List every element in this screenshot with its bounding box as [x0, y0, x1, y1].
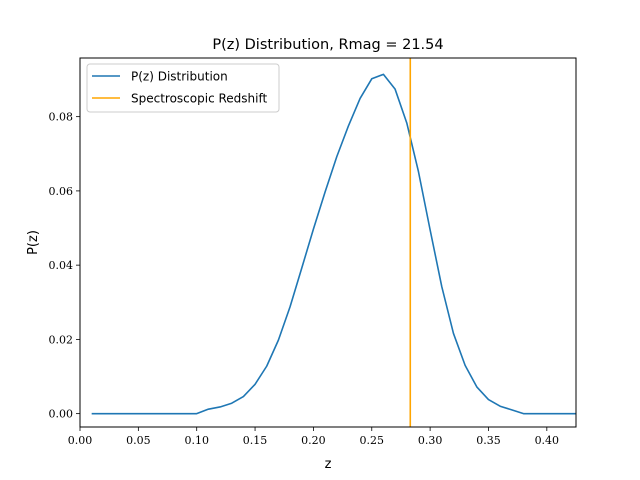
series-line-pz-distribution: [91, 73, 576, 415]
legend: P(z) Distribution Spectroscopic Redshift: [86, 63, 280, 113]
x-tick-label: 0.40: [535, 434, 560, 447]
y-tick-label: 0.06: [49, 185, 74, 198]
x-tick-label: 0.35: [476, 434, 501, 447]
chart-title: P(z) Distribution, Rmag = 21.54: [212, 37, 443, 53]
legend-label-pz: P(z) Distribution: [131, 70, 228, 84]
x-axis-label: z: [325, 457, 332, 472]
y-tick-label: 0.08: [49, 111, 74, 124]
series-layer: [91, 58, 576, 427]
y-tick-label: 0.02: [49, 333, 74, 346]
axes-frame: [79, 57, 577, 428]
y-axis-label: P(z): [26, 230, 41, 255]
x-tick-label: 0.30: [418, 434, 443, 447]
legend-box: [86, 63, 280, 113]
legend-label-spectroscopic: Spectroscopic Redshift: [131, 92, 267, 106]
x-tick-label: 0.00: [68, 434, 93, 447]
axis-ticks: 0.00 0.05 0.10 0.15 0.20 0.25 0.30 0.35 0.40 0.00…: [49, 111, 560, 447]
x-tick-label: 0.10: [184, 434, 209, 447]
x-tick-label: 0.05: [126, 434, 151, 447]
y-tick-label: 0.00: [49, 408, 74, 421]
x-tick-label: 0.25: [360, 434, 385, 447]
y-tick-label: 0.04: [49, 259, 74, 272]
x-tick-label: 0.20: [301, 434, 326, 447]
x-tick-label: 0.15: [243, 434, 268, 447]
